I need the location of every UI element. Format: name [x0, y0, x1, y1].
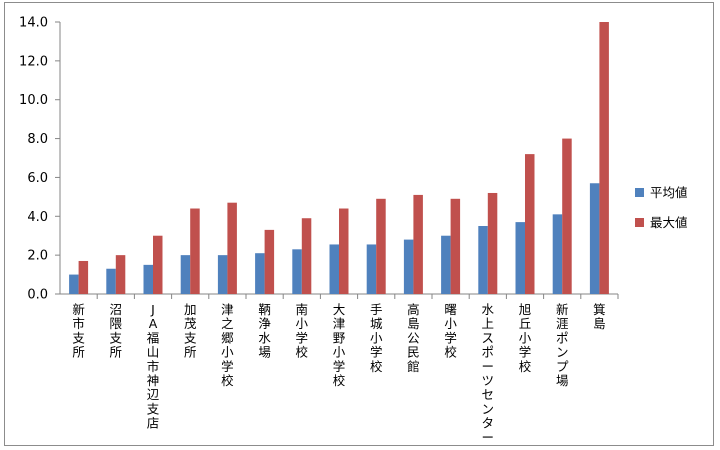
x-category-label: 手城小学校	[370, 302, 383, 374]
bar-max	[450, 198, 461, 294]
bar-average	[552, 214, 563, 294]
x-category-label: 加茂支所	[184, 302, 197, 360]
y-tick-label: 10.0	[19, 93, 48, 108]
legend-swatch-average	[635, 188, 644, 197]
bar-max	[264, 229, 275, 294]
bar-average	[69, 274, 79, 294]
bar-max	[376, 198, 386, 294]
bar-average	[255, 253, 265, 294]
bar-average	[217, 255, 228, 294]
bar-average	[366, 244, 377, 294]
x-category-label: 南小学校	[296, 302, 309, 360]
legend: 平均値 最大値	[635, 185, 688, 230]
x-category-label: 津之郷小学校	[221, 302, 234, 388]
bar-average	[515, 222, 525, 294]
x-category-label: 新市支所	[72, 302, 85, 360]
bar-average	[478, 226, 488, 294]
x-category-label: J A 福山市神辺支店	[147, 302, 160, 431]
x-category-label: 箕島	[593, 302, 606, 331]
x-category-label: 大津野小学校	[333, 302, 346, 388]
y-tick-label: 12.0	[19, 54, 48, 69]
legend-label-average: 平均値	[650, 185, 688, 200]
bar-average	[329, 244, 339, 294]
bar-average	[403, 239, 414, 294]
bar-average	[143, 264, 153, 294]
y-tick-label: 14.0	[19, 16, 48, 31]
bar-max	[599, 22, 609, 294]
x-category-label: 旭丘小学校	[519, 302, 532, 374]
bar-max	[190, 208, 200, 294]
x-category-label: 沼隈支所	[110, 302, 123, 360]
x-category-label: 曙小学校	[444, 302, 457, 360]
x-category-label: 水上スポーツセンター	[482, 302, 495, 445]
x-category-label: 鞆浄水場	[258, 302, 271, 360]
bar-average	[292, 249, 302, 294]
bar-max	[115, 255, 126, 294]
bar-max	[227, 202, 237, 294]
bar-average	[441, 235, 451, 294]
legend-swatch-max	[635, 218, 644, 227]
bar-max	[153, 235, 163, 294]
y-tick-label: 2.0	[27, 249, 48, 264]
bar-max	[339, 208, 349, 294]
x-category-label: 新涯ポンプ場	[556, 302, 569, 388]
y-tick-label: 4.0	[27, 210, 48, 225]
bar-average	[180, 255, 191, 294]
bar-max	[487, 192, 498, 294]
bar-average	[106, 268, 116, 294]
bar-max	[78, 260, 89, 294]
bar-max	[301, 218, 312, 294]
y-tick-label: 0.0	[27, 288, 48, 303]
x-category-label: 高島公民館	[407, 302, 420, 374]
bar-max	[562, 138, 572, 294]
legend-label-max: 最大値	[650, 215, 688, 230]
y-tick-label: 8.0	[27, 132, 48, 147]
bar-average	[589, 183, 600, 294]
bar-max	[413, 194, 423, 294]
bar-max	[525, 154, 535, 294]
y-tick-label: 6.0	[27, 171, 48, 186]
